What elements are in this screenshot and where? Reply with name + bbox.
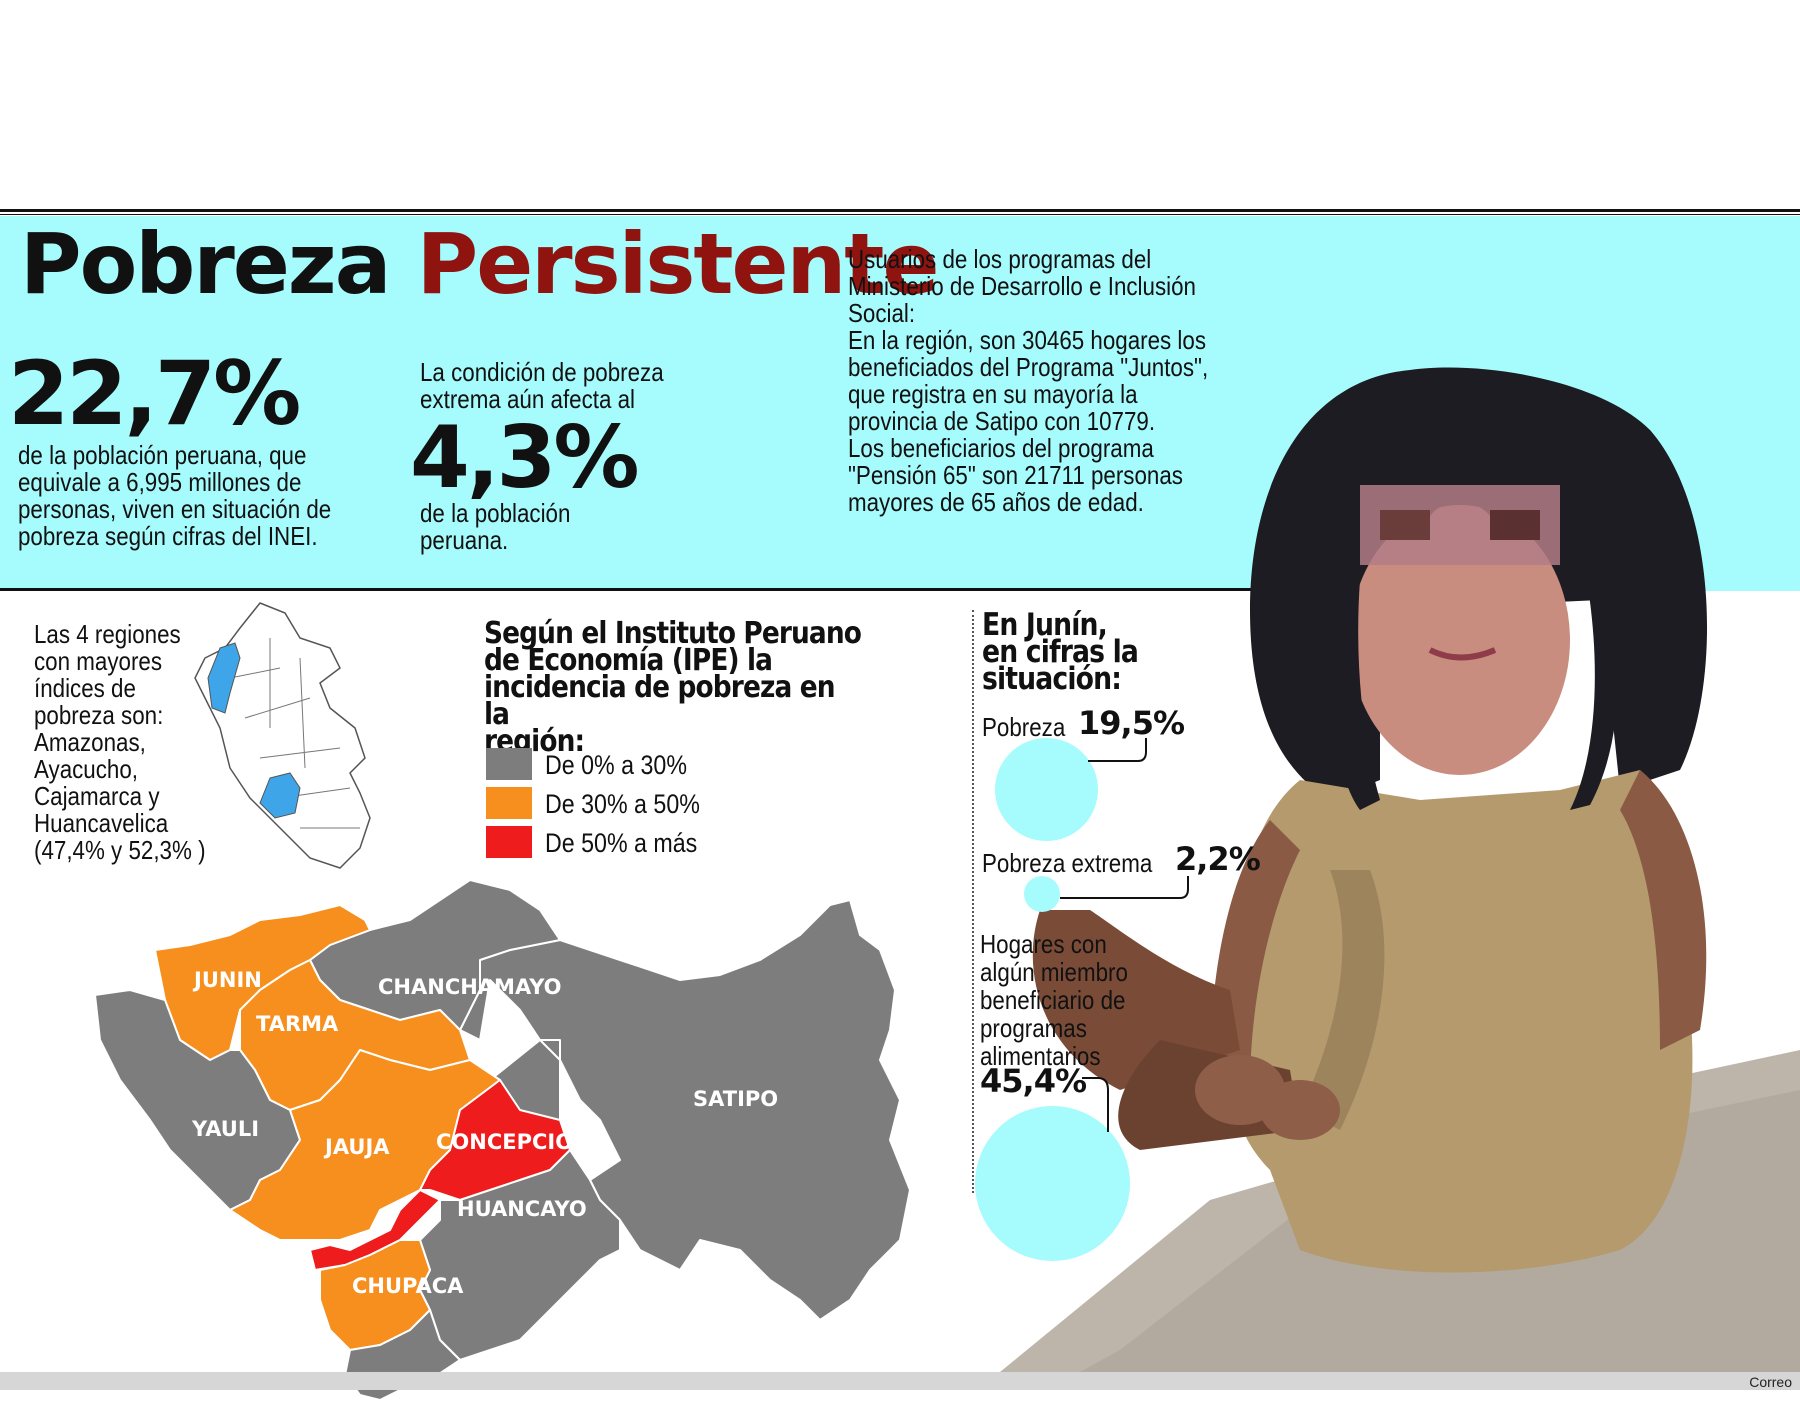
regions-line: índices de — [34, 673, 136, 703]
legend-swatch-orange — [486, 787, 532, 819]
programs-line: beneficiados del Programa "Juntos", — [848, 352, 1209, 382]
legend-label: De 0% a 30% — [545, 750, 687, 780]
province-chupaca — [319, 1239, 431, 1351]
hogares-line: Hogares con — [980, 929, 1107, 959]
hogares-value: 45,4% — [980, 1062, 1087, 1100]
regions-text: Las 4 regiones con mayores índices de po… — [34, 621, 215, 864]
ipe-title-line: incidencia de pobreza en la — [484, 670, 836, 732]
ipe-title-line: de Economía (IPE) la — [484, 643, 773, 678]
pobreza-label: Pobreza — [982, 712, 1066, 742]
regions-line: Cajamarca y — [34, 781, 160, 811]
title-part-1: Pobreza — [20, 215, 391, 313]
dotted-divider — [972, 610, 974, 1193]
regions-line: Ayacucho, — [34, 754, 139, 784]
programs-line: provincia de Satipo con 10779. — [848, 406, 1156, 436]
pobreza-value: 19,5% — [1078, 704, 1185, 742]
regions-line: (47,4% y 52,3% ) — [34, 835, 206, 865]
stat-poverty-text: de la población peruana, que equivale a … — [18, 440, 332, 551]
section-divider — [0, 588, 1345, 591]
junin-title-line: en cifras la — [982, 634, 1139, 670]
programs-line: En la región, son 30465 hogares los — [848, 325, 1207, 355]
hogares-circle — [975, 1106, 1130, 1261]
pobreza-extrema-label: Pobreza extrema — [982, 848, 1153, 878]
province-label: JAUJA — [325, 1135, 390, 1159]
junin-title: En Junín, en cifras la situación: — [982, 607, 1154, 697]
hogares-label: Hogares con algún miembro beneficiario d… — [980, 930, 1128, 1070]
hogares-line: beneficiario de — [980, 985, 1126, 1015]
junin-map — [94, 879, 911, 1401]
province-label: TARMA — [256, 1012, 339, 1036]
regions-line: Las 4 regiones — [34, 619, 181, 649]
legend-swatch-gray — [486, 748, 532, 780]
regions-line: Huancavelica — [34, 808, 169, 838]
programs-line: Social: — [848, 298, 916, 328]
programs-line: mayores de 65 años de edad. — [848, 487, 1144, 517]
legend-label: De 30% a 50% — [545, 789, 700, 819]
top-rule-thin — [0, 214, 1800, 215]
child-photo — [1000, 367, 1800, 1372]
province-label: CONCEPCIÓN — [436, 1130, 591, 1154]
programs-line: que registra en su mayoría la — [848, 379, 1138, 409]
programs-users-text: Usuarios de los programas del Ministerio… — [848, 246, 1261, 516]
province-label: JUNIN — [194, 968, 262, 992]
pobreza-extrema-circle — [1024, 876, 1060, 912]
junin-title-line: situación: — [982, 661, 1122, 697]
source-credit: Correo — [1749, 1374, 1792, 1390]
stat-extreme-intro: La condición de pobreza extrema aún afec… — [420, 357, 664, 414]
hogares-line: programas — [980, 1013, 1087, 1043]
regions-line: pobreza son: — [34, 700, 164, 730]
stat-extreme-value: 4,3% — [410, 408, 640, 508]
regions-line: con mayores — [34, 646, 163, 676]
pobreza-extrema-value: 2,2% — [1175, 840, 1261, 878]
province-label: YAULI — [192, 1117, 260, 1141]
page-title: Pobreza Persistente — [20, 222, 939, 306]
regions-line: Amazonas, — [34, 727, 146, 757]
hogares-line: alimentarios — [980, 1041, 1101, 1071]
pobreza-circle — [995, 738, 1098, 841]
stat-extreme-text: de la población peruana. — [420, 498, 571, 555]
programs-line: Usuarios de los programas del — [848, 244, 1152, 274]
hogares-line: algún miembro — [980, 957, 1128, 987]
ayacucho-huancavelica-highlight — [259, 772, 301, 819]
peru-map — [194, 602, 371, 869]
programs-line: "Pensión 65" son 21711 personas — [848, 460, 1183, 490]
stat-poverty-value: 22,7% — [8, 342, 301, 445]
province-label: CHANCHAMAYO — [378, 975, 562, 999]
programs-line: Los beneficiarios del programa — [848, 433, 1154, 463]
footer-bar — [0, 1372, 1800, 1390]
ipe-title: Según el Instituto Peruano de Economía (… — [484, 616, 862, 757]
legend-label: De 50% a más — [545, 828, 698, 858]
title-part-2: Persistente — [416, 215, 940, 313]
amazonas-cajamarca-highlight — [207, 642, 241, 714]
top-rule — [0, 209, 1800, 212]
province-label: CHUPACA — [352, 1274, 464, 1298]
ipe-title-line: Según el Instituto Peruano — [484, 616, 862, 651]
province-label: HUANCAYO — [457, 1197, 587, 1221]
province-label: SATIPO — [693, 1087, 779, 1111]
junin-title-line: En Junín, — [982, 607, 1108, 643]
programs-line: Ministerio de Desarrollo e Inclusión — [848, 271, 1196, 301]
legend-swatch-red — [486, 826, 532, 858]
